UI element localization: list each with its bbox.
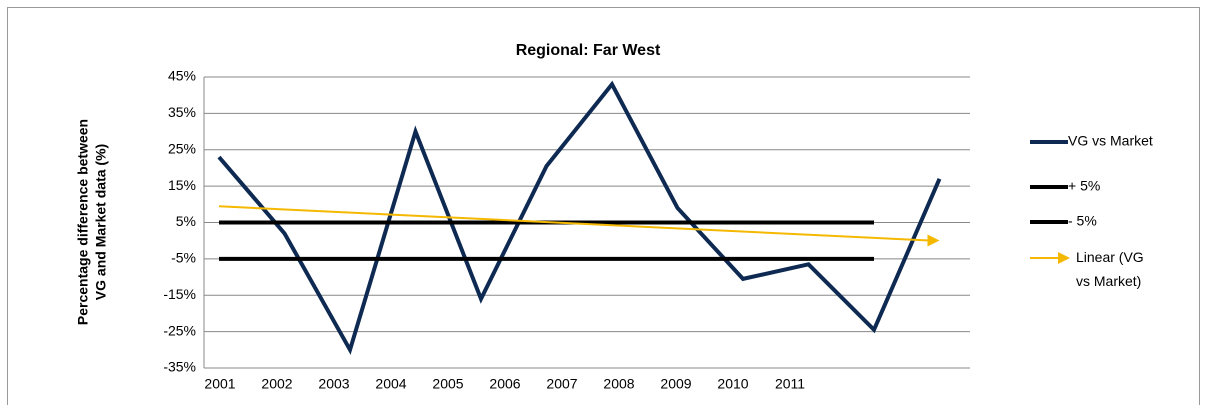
x-tick-label: 2004: [375, 376, 406, 392]
series-line: [217, 80, 942, 355]
y-tick-label: 45%: [168, 68, 196, 84]
x-tick-label: 2006: [489, 376, 520, 392]
y-axis-title-line: Percentage difference between: [75, 119, 91, 325]
x-tick-label: 2003: [318, 376, 349, 392]
y-axis-title: Percentage difference between VG and Mar…: [75, 119, 109, 325]
x-tick-label: 2010: [717, 376, 748, 392]
x-tick-label: 2007: [546, 376, 577, 392]
y-tick-label: 25%: [168, 140, 196, 156]
legend-label: + 5%: [1068, 178, 1100, 194]
x-tick-label: 2011: [775, 376, 805, 392]
legend-label: Linear (VG vs Market): [1076, 249, 1144, 289]
legend-label: VG vs Market: [1068, 133, 1153, 149]
chart-title: Regional: Far West: [516, 42, 661, 59]
y-tick-label: 35%: [168, 104, 196, 120]
x-tick-label: 2008: [603, 376, 634, 392]
y-tick-label: 5%: [176, 213, 196, 229]
legend-label: - 5%: [1068, 213, 1097, 229]
trendline-arrow: [927, 234, 940, 247]
y-tick-label: -25%: [163, 322, 196, 338]
y-tick-label: -35%: [163, 359, 196, 375]
trendline: [218, 205, 930, 242]
x-tick-label: 2001: [204, 376, 235, 392]
x-tick-label: 2002: [261, 376, 292, 392]
x-tick-label: 2005: [432, 376, 463, 392]
y-tick-label: -5%: [171, 250, 196, 266]
legend-arrow: [1058, 252, 1070, 264]
y-tick-label: -15%: [163, 286, 196, 302]
y-axis-title-line: VG and Market data (%): [93, 144, 109, 300]
y-tick-label: 15%: [168, 177, 196, 193]
x-tick-label: 2009: [660, 376, 691, 392]
chart-border: [7, 7, 1200, 405]
